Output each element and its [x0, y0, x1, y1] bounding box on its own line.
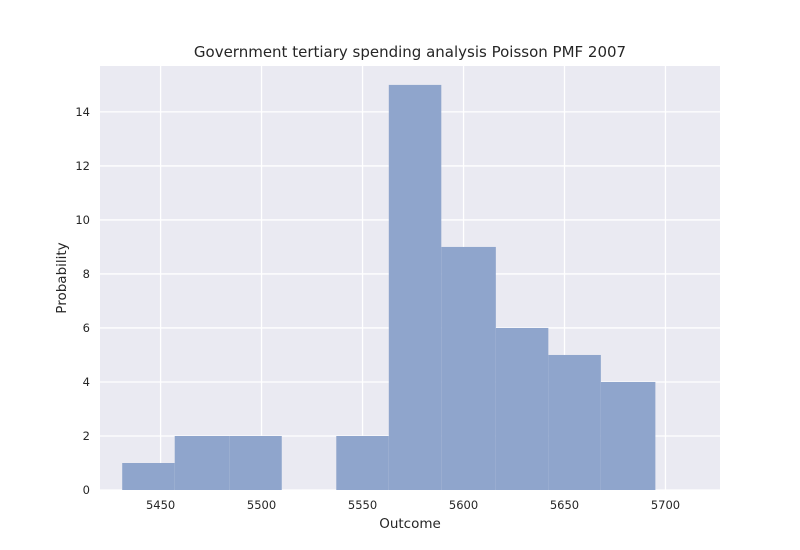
x-tick-label: 5650: [550, 498, 579, 512]
histogram-bar: [229, 435, 282, 490]
x-tick-label: 5600: [449, 498, 478, 512]
histogram-bar: [336, 435, 389, 490]
y-axis-ticks: 0 2 4 6 8 10 12 14: [75, 105, 90, 497]
histogram-bar: [441, 246, 496, 490]
chart-title: Government tertiary spending analysis Po…: [194, 43, 626, 61]
y-tick-label: 10: [75, 213, 90, 227]
y-tick-label: 4: [83, 375, 90, 389]
x-axis-ticks: 5450 5500 5550 5600 5650 5700: [146, 498, 680, 512]
y-axis-label: Probability: [54, 242, 70, 313]
x-tick-label: 5700: [651, 498, 680, 512]
histogram-bar: [388, 84, 442, 491]
histogram-bar: [495, 327, 549, 490]
histogram-bar: [548, 354, 601, 490]
y-tick-label: 0: [83, 483, 90, 497]
histogram-bar: [174, 435, 230, 490]
histogram-bar: [122, 462, 175, 490]
histogram-bars: [122, 84, 656, 491]
y-tick-label: 8: [83, 267, 90, 281]
x-tick-label: 5450: [146, 498, 175, 512]
x-tick-label: 5500: [247, 498, 276, 512]
x-tick-label: 5550: [348, 498, 377, 512]
x-axis-label: Outcome: [379, 516, 441, 532]
y-tick-label: 14: [75, 105, 90, 119]
y-tick-label: 2: [83, 429, 90, 443]
histogram-bar: [600, 381, 656, 490]
y-tick-label: 12: [75, 159, 90, 173]
y-tick-label: 6: [83, 321, 90, 335]
